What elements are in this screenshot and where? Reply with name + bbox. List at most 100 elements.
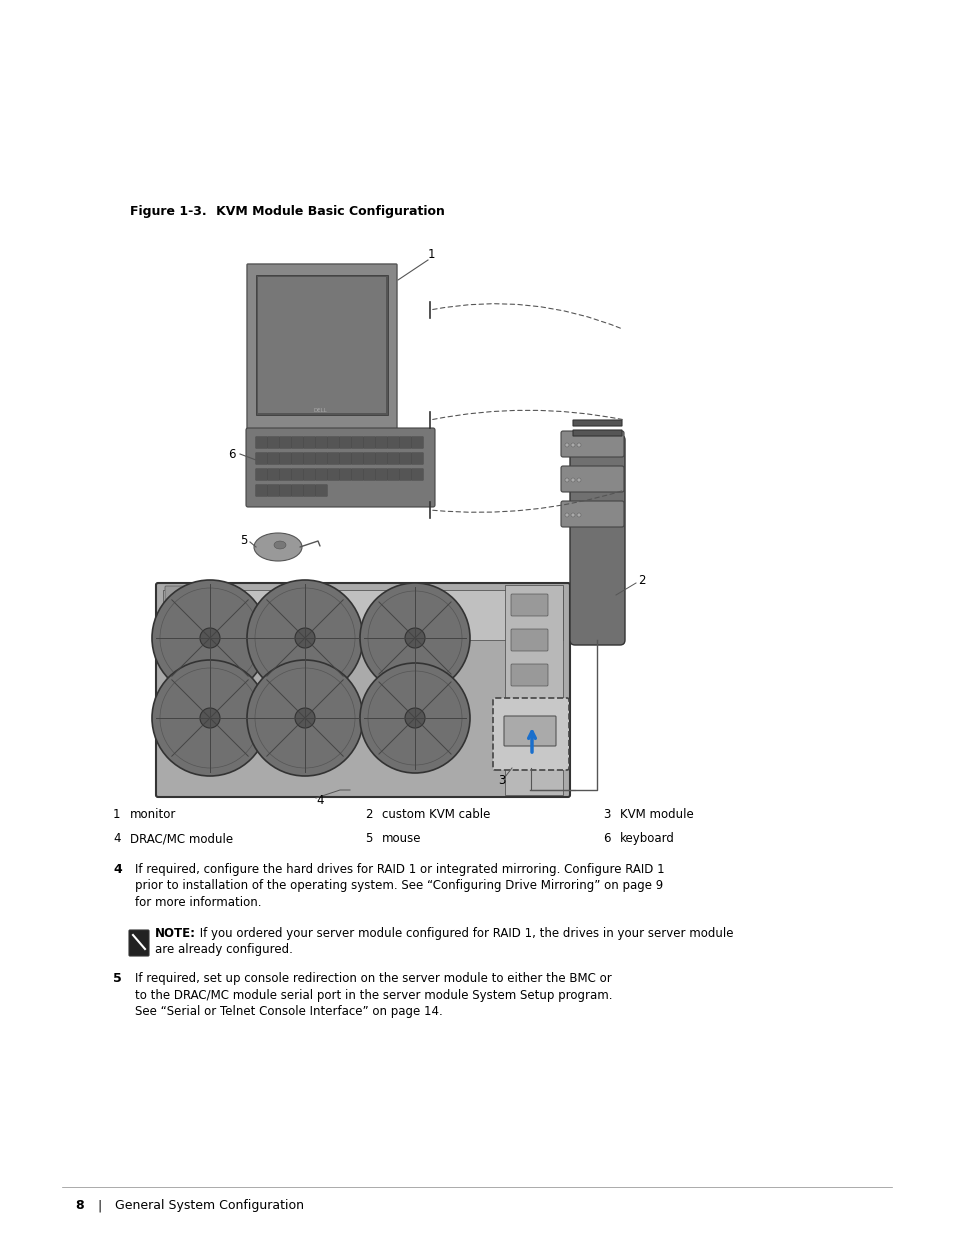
FancyBboxPatch shape [292, 437, 303, 448]
FancyBboxPatch shape [573, 420, 621, 426]
Text: DELL: DELL [313, 408, 327, 412]
Text: General System Configuration: General System Configuration [115, 1199, 304, 1212]
FancyBboxPatch shape [375, 453, 387, 464]
Text: 5: 5 [112, 972, 122, 986]
Circle shape [200, 629, 220, 648]
FancyBboxPatch shape [268, 484, 279, 496]
FancyBboxPatch shape [504, 585, 562, 795]
FancyBboxPatch shape [387, 453, 399, 464]
Circle shape [564, 443, 568, 447]
Circle shape [405, 629, 424, 648]
Text: 6: 6 [602, 832, 610, 845]
FancyBboxPatch shape [363, 453, 375, 464]
FancyBboxPatch shape [255, 469, 267, 480]
FancyBboxPatch shape [165, 585, 222, 610]
Text: 1: 1 [112, 808, 120, 821]
FancyBboxPatch shape [315, 469, 327, 480]
Circle shape [200, 708, 220, 727]
FancyBboxPatch shape [412, 453, 423, 464]
FancyBboxPatch shape [511, 629, 547, 651]
Circle shape [294, 629, 314, 648]
FancyBboxPatch shape [303, 437, 315, 448]
FancyBboxPatch shape [268, 437, 279, 448]
FancyBboxPatch shape [328, 437, 339, 448]
FancyBboxPatch shape [292, 453, 303, 464]
Circle shape [577, 478, 580, 482]
FancyBboxPatch shape [156, 583, 569, 797]
FancyBboxPatch shape [163, 590, 562, 640]
FancyBboxPatch shape [255, 453, 267, 464]
Circle shape [577, 443, 580, 447]
Circle shape [152, 580, 268, 697]
FancyBboxPatch shape [268, 453, 279, 464]
FancyBboxPatch shape [503, 716, 556, 746]
Ellipse shape [274, 541, 286, 550]
FancyBboxPatch shape [255, 437, 267, 448]
FancyBboxPatch shape [279, 437, 291, 448]
FancyBboxPatch shape [315, 484, 327, 496]
FancyBboxPatch shape [375, 469, 387, 480]
Text: 5: 5 [365, 832, 372, 845]
FancyBboxPatch shape [339, 437, 351, 448]
FancyBboxPatch shape [412, 469, 423, 480]
FancyBboxPatch shape [339, 453, 351, 464]
FancyBboxPatch shape [560, 466, 623, 492]
FancyBboxPatch shape [129, 930, 149, 956]
FancyBboxPatch shape [352, 437, 363, 448]
Circle shape [152, 659, 268, 776]
Text: 4: 4 [112, 832, 120, 845]
FancyBboxPatch shape [352, 469, 363, 480]
FancyBboxPatch shape [279, 469, 291, 480]
Text: KVM Module Basic Configuration: KVM Module Basic Configuration [203, 205, 444, 219]
FancyBboxPatch shape [284, 461, 357, 475]
Text: DRAC/MC module: DRAC/MC module [130, 832, 233, 845]
Circle shape [571, 478, 575, 482]
FancyBboxPatch shape [292, 469, 303, 480]
Text: are already configured.: are already configured. [154, 944, 293, 956]
Circle shape [571, 443, 575, 447]
Text: If you ordered your server module configured for RAID 1, the drives in your serv: If you ordered your server module config… [195, 927, 733, 940]
Circle shape [359, 583, 470, 693]
Text: 8: 8 [75, 1199, 84, 1212]
Text: prior to installation of the operating system. See “Configuring Drive Mirroring”: prior to installation of the operating s… [135, 879, 662, 893]
FancyBboxPatch shape [246, 429, 435, 508]
FancyBboxPatch shape [511, 594, 547, 616]
Text: If required, configure the hard drives for RAID 1 or integrated mirroring. Confi: If required, configure the hard drives f… [135, 863, 664, 876]
Text: See “Serial or Telnet Console Interface” on page 14.: See “Serial or Telnet Console Interface”… [135, 1005, 442, 1018]
FancyBboxPatch shape [255, 484, 267, 496]
FancyBboxPatch shape [352, 453, 363, 464]
Text: 6: 6 [228, 447, 235, 461]
FancyBboxPatch shape [257, 277, 386, 412]
Circle shape [294, 708, 314, 727]
Text: 5: 5 [240, 534, 247, 547]
FancyBboxPatch shape [339, 469, 351, 480]
Circle shape [571, 513, 575, 517]
FancyBboxPatch shape [292, 484, 303, 496]
FancyBboxPatch shape [303, 469, 315, 480]
Text: KVM module: KVM module [619, 808, 693, 821]
FancyBboxPatch shape [328, 453, 339, 464]
FancyBboxPatch shape [268, 469, 279, 480]
Circle shape [359, 663, 470, 773]
Text: keyboard: keyboard [619, 832, 674, 845]
FancyBboxPatch shape [387, 469, 399, 480]
FancyBboxPatch shape [560, 501, 623, 527]
Text: 2: 2 [638, 573, 645, 587]
Circle shape [564, 478, 568, 482]
FancyBboxPatch shape [399, 453, 411, 464]
FancyBboxPatch shape [315, 437, 327, 448]
FancyBboxPatch shape [399, 437, 411, 448]
Text: 1: 1 [428, 248, 435, 262]
FancyBboxPatch shape [363, 437, 375, 448]
Text: Figure 1-3.: Figure 1-3. [130, 205, 207, 219]
Circle shape [564, 513, 568, 517]
Ellipse shape [253, 534, 302, 561]
FancyBboxPatch shape [412, 437, 423, 448]
FancyBboxPatch shape [328, 469, 339, 480]
Text: |: | [90, 1199, 102, 1212]
Circle shape [577, 513, 580, 517]
FancyBboxPatch shape [375, 437, 387, 448]
FancyBboxPatch shape [303, 484, 315, 496]
FancyBboxPatch shape [247, 264, 396, 431]
FancyBboxPatch shape [511, 699, 547, 721]
